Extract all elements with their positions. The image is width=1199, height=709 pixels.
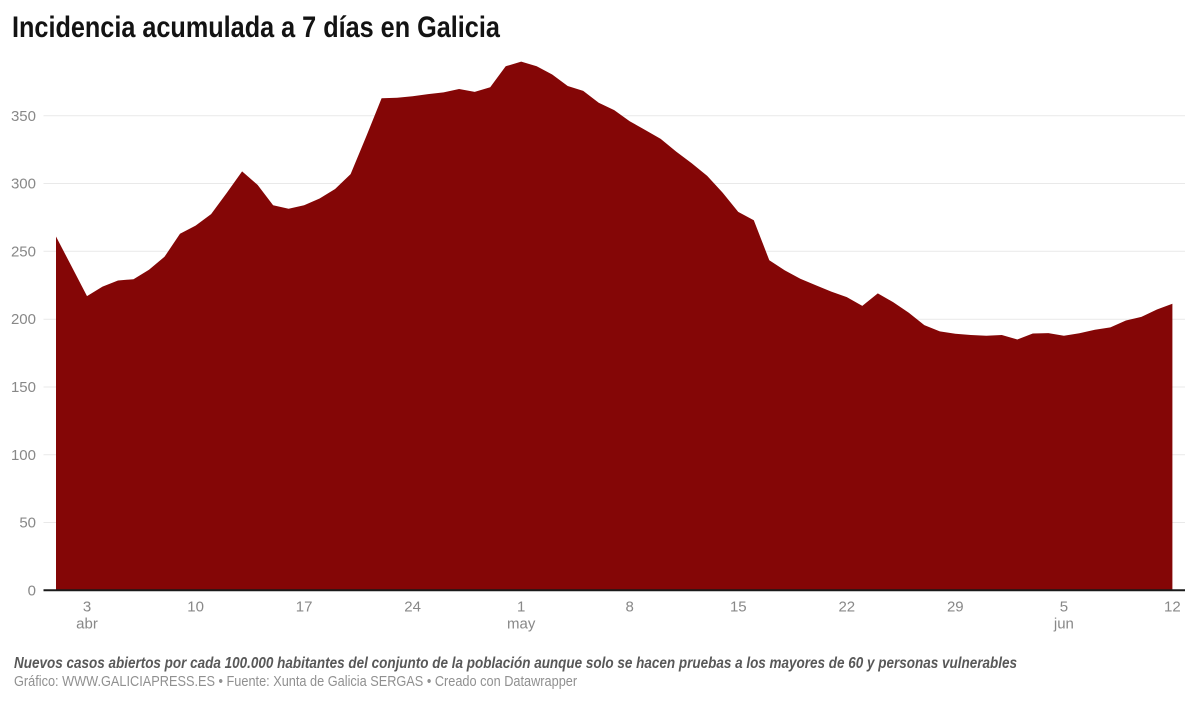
- svg-text:200: 200: [11, 311, 36, 328]
- svg-text:3: 3: [83, 599, 91, 616]
- svg-text:abr: abr: [76, 616, 98, 633]
- svg-text:29: 29: [947, 599, 964, 616]
- svg-text:12: 12: [1164, 599, 1181, 616]
- svg-text:15: 15: [730, 599, 747, 616]
- svg-text:250: 250: [11, 243, 36, 260]
- svg-text:10: 10: [187, 599, 204, 616]
- svg-text:0: 0: [28, 582, 36, 599]
- svg-text:jun: jun: [1053, 616, 1074, 633]
- svg-text:17: 17: [296, 599, 313, 616]
- svg-text:300: 300: [11, 176, 36, 193]
- svg-text:24: 24: [404, 599, 421, 616]
- svg-text:8: 8: [626, 599, 634, 616]
- svg-text:1: 1: [517, 599, 525, 616]
- svg-text:100: 100: [11, 447, 36, 464]
- svg-text:150: 150: [11, 379, 36, 396]
- svg-text:5: 5: [1060, 599, 1068, 616]
- svg-text:50: 50: [19, 515, 36, 532]
- svg-text:22: 22: [838, 599, 855, 616]
- svg-text:350: 350: [11, 108, 36, 125]
- svg-text:may: may: [507, 616, 536, 633]
